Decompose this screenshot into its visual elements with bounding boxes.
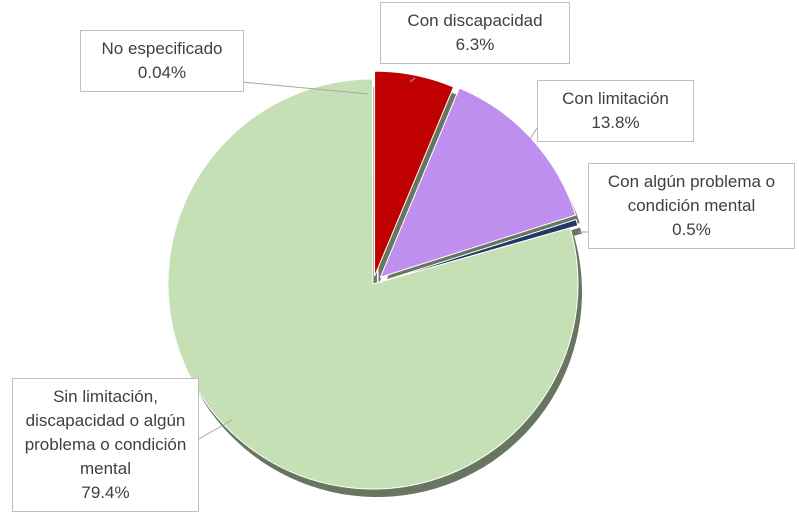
slice	[379, 87, 577, 279]
label-category: Con algún problema o condición mental	[607, 172, 776, 215]
leader-line	[241, 81, 369, 95]
data-label: Con algún problema o condición mental 0.5…	[588, 163, 795, 249]
label-value: 13.8%	[591, 113, 640, 132]
leader-line	[527, 127, 538, 143]
slice	[371, 74, 374, 281]
label-value: 0.04%	[137, 63, 187, 82]
data-label: Con discapacidad 6.3%	[380, 2, 570, 64]
label-category: No especificado	[101, 39, 223, 58]
label-category: Con discapacidad	[407, 11, 543, 30]
slice	[374, 70, 455, 277]
data-label: Con limitación 13.8%	[537, 80, 694, 142]
data-label: Sin limitación, discapacidad o algún pro…	[12, 378, 199, 512]
label-value: 6.3%	[455, 35, 495, 54]
label-category: Con limitación	[562, 89, 669, 108]
label-value: 0.5%	[672, 220, 711, 239]
slice	[167, 78, 579, 490]
leader-line	[409, 77, 416, 83]
data-label: No especificado 0.04%	[80, 30, 244, 92]
leader-line	[196, 419, 233, 441]
label-value: 79.4%	[81, 483, 130, 502]
slice	[380, 218, 579, 283]
label-category: Sin limitación, discapacidad o algún pro…	[24, 387, 187, 478]
